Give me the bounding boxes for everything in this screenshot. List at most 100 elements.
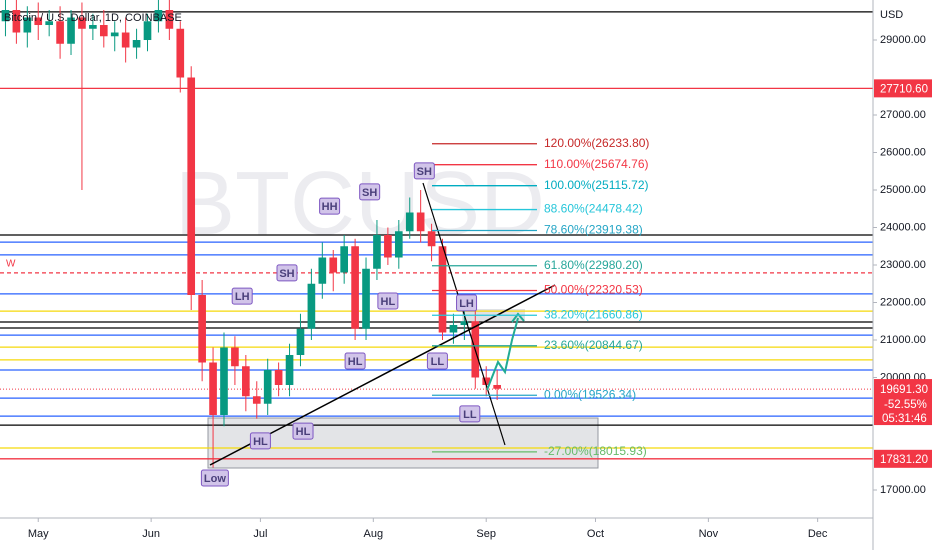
annotation-label: HL xyxy=(381,296,396,308)
x-tick-label: Jul xyxy=(253,528,267,540)
annotation-box xyxy=(456,294,478,312)
countdown: 05:31:46 xyxy=(882,413,927,425)
candle-body xyxy=(351,246,359,329)
annotation-box xyxy=(413,162,435,180)
candle-body xyxy=(12,10,21,33)
x-tick-label: Jun xyxy=(142,528,160,540)
annotation-label: SH xyxy=(362,187,377,199)
annotation-label: LL xyxy=(463,409,477,421)
annotation-label: HL xyxy=(348,356,363,368)
candle-body xyxy=(274,369,283,385)
annotation-label: LH xyxy=(235,291,250,303)
candle-body xyxy=(89,25,97,29)
trend-line xyxy=(422,182,506,446)
annotation-box xyxy=(426,352,448,370)
fib-label: 38.20%(21660.86) xyxy=(544,307,643,321)
candle-body xyxy=(165,10,174,29)
x-tick-label: May xyxy=(28,528,49,540)
candle-body xyxy=(449,324,458,333)
candle-body xyxy=(460,321,469,325)
last-change: -52.55% xyxy=(884,399,927,411)
watermark: BTCUSD xyxy=(175,154,545,254)
candle-body xyxy=(23,17,32,33)
candle-body xyxy=(99,25,108,37)
candle-body xyxy=(220,347,228,415)
last-price-box xyxy=(874,379,932,426)
annotation-label: HL xyxy=(296,426,311,438)
fib-label: 50.00%(22320.53) xyxy=(544,283,643,297)
y-tick-label: 21000.00 xyxy=(880,334,926,346)
annotation-label: LL xyxy=(431,356,445,368)
candle-body xyxy=(187,77,196,295)
fib-label: 100.00%(25115.72) xyxy=(544,178,649,192)
annotation-box xyxy=(200,469,229,487)
candle-body xyxy=(416,212,425,232)
plot-area: BTCUSD xyxy=(175,154,599,469)
fib-label: 61.80%(22980.20) xyxy=(544,258,643,272)
candle-body xyxy=(110,32,119,37)
annotation-box xyxy=(344,352,366,370)
candle-body xyxy=(143,21,152,41)
y-tick-label: 27000.00 xyxy=(880,109,926,121)
candle-body xyxy=(285,354,294,385)
price-label-box xyxy=(874,79,932,98)
candle-body xyxy=(263,369,272,404)
fib-label: 0.00%(19526.34) xyxy=(544,387,636,401)
fib-label: 23.60%(20844.67) xyxy=(544,338,643,352)
price-label: 17831.20 xyxy=(880,454,928,466)
candle-body xyxy=(121,32,130,48)
candle-body xyxy=(78,17,86,29)
arrow-head xyxy=(511,312,525,323)
fib-label: 110.00%(25674.76) xyxy=(544,157,649,171)
x-tick-label: Oct xyxy=(587,528,604,540)
candle-body xyxy=(176,28,185,78)
y-tick-label: 17000.00 xyxy=(880,484,926,496)
candle-body xyxy=(198,294,206,363)
y-tick-label: 23000.00 xyxy=(880,259,926,271)
candle-body xyxy=(154,10,163,22)
candle-body xyxy=(318,257,327,284)
fib-label: 120.00%(26233.80) xyxy=(544,136,649,150)
annotation-box xyxy=(459,405,481,423)
candle-body xyxy=(427,231,436,247)
price-label: 27710.60 xyxy=(880,83,928,95)
candle-body xyxy=(231,347,239,367)
candle-body xyxy=(296,328,305,355)
candle-body xyxy=(340,246,348,273)
annotation-label: HL xyxy=(253,436,268,448)
candle-body xyxy=(252,396,261,404)
candle-body xyxy=(1,10,10,22)
annotation-box xyxy=(292,422,314,440)
y-tick-label: 26000.00 xyxy=(880,146,926,158)
price-label-box xyxy=(874,449,932,468)
annotation-label: SH xyxy=(417,166,432,178)
chart-title: Bitcoin / U.S. Dollar, 1D, COINBASE xyxy=(4,12,182,24)
annotation-box xyxy=(359,183,381,201)
projection-arrow xyxy=(486,317,519,391)
annotation-label: Low xyxy=(204,473,226,485)
candle-body xyxy=(242,366,250,397)
fib-label: -27.00%(18015.93) xyxy=(544,444,647,458)
annotation-label: SH xyxy=(279,268,294,280)
annotation-box xyxy=(249,432,271,450)
annotation-label: HH xyxy=(322,201,338,213)
y-tick-label: 24000.00 xyxy=(880,221,926,233)
fib-label: 88.60%(24478.42) xyxy=(544,202,643,216)
y-tick-label: 22000.00 xyxy=(880,296,926,308)
candle-body xyxy=(373,235,381,269)
candle-body xyxy=(56,21,64,44)
candle-body xyxy=(209,362,217,415)
level-tag: W xyxy=(6,259,16,270)
last-price: 19691.30 xyxy=(880,384,928,396)
candle-body xyxy=(384,235,392,258)
annotation-box xyxy=(231,287,253,305)
candle-body xyxy=(482,377,491,385)
fib-label: 78.60%(23919.38) xyxy=(544,223,643,237)
demand-zone xyxy=(207,417,599,469)
annotation-box xyxy=(276,264,298,282)
candle-body xyxy=(493,384,501,389)
candle-body xyxy=(405,212,414,232)
candle-body xyxy=(307,283,316,329)
candle-body xyxy=(362,268,370,329)
